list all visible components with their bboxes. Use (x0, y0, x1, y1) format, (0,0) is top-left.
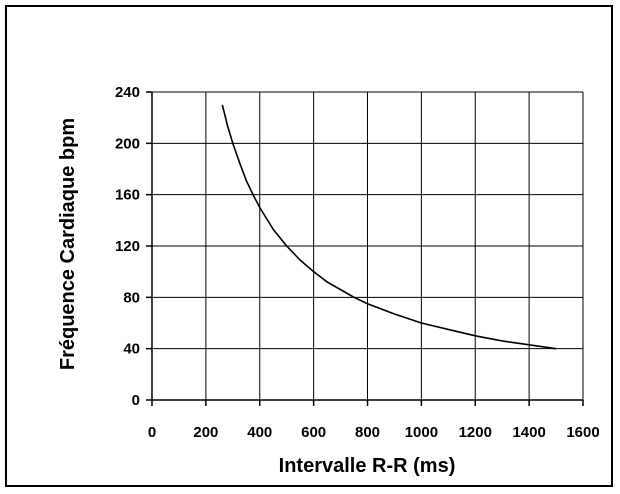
data-point (300, 260, 301, 261)
data-point (273, 229, 274, 230)
data-point (448, 329, 449, 330)
data-point (354, 297, 355, 298)
x-tick-label: 400 (247, 424, 272, 441)
data-point (222, 104, 223, 105)
data-point (253, 194, 254, 195)
data-point (529, 344, 530, 345)
y-tick-label: 240 (115, 84, 140, 101)
data-point (502, 340, 503, 341)
data-point (367, 303, 368, 304)
data-point (232, 143, 233, 144)
data-point (259, 207, 260, 208)
y-tick-label: 200 (115, 135, 140, 152)
x-tick-label: 800 (355, 424, 380, 441)
data-point (286, 246, 287, 247)
data-point (556, 348, 557, 349)
data-point (227, 125, 228, 126)
data-point (421, 323, 422, 324)
y-tick-label: 40 (123, 341, 140, 358)
data-point (340, 289, 341, 290)
x-tick-label: 1400 (512, 424, 545, 441)
data-point (475, 335, 476, 336)
y-tick-label: 0 (132, 392, 140, 409)
x-tick-label: 600 (301, 424, 326, 441)
x-tick-label: 0 (148, 424, 156, 441)
x-tick-label: 1000 (405, 424, 438, 441)
tick-labels: 0 200 400 600 800 1000 1200 1400 1600 0 40 80 120 160… (115, 84, 600, 441)
grid-lines (152, 91, 584, 400)
axes (146, 91, 584, 406)
series-line (221, 104, 557, 350)
x-tick-label: 200 (193, 424, 218, 441)
x-tick-label: 1600 (566, 424, 599, 441)
x-tick-label: 1200 (459, 424, 492, 441)
series-layer (221, 104, 557, 350)
data-point (313, 271, 314, 272)
x-axis-title: Intervalle R-R (ms) (279, 455, 456, 477)
y-tick-label: 160 (115, 187, 140, 204)
y-tick-label: 120 (115, 238, 140, 255)
data-point (394, 314, 395, 315)
y-axis-title: Fréquence Cardiaque bpm (57, 118, 79, 370)
data-point (327, 281, 328, 282)
data-point (246, 180, 247, 181)
y-tick-label: 80 (123, 289, 140, 306)
data-point (239, 162, 240, 163)
